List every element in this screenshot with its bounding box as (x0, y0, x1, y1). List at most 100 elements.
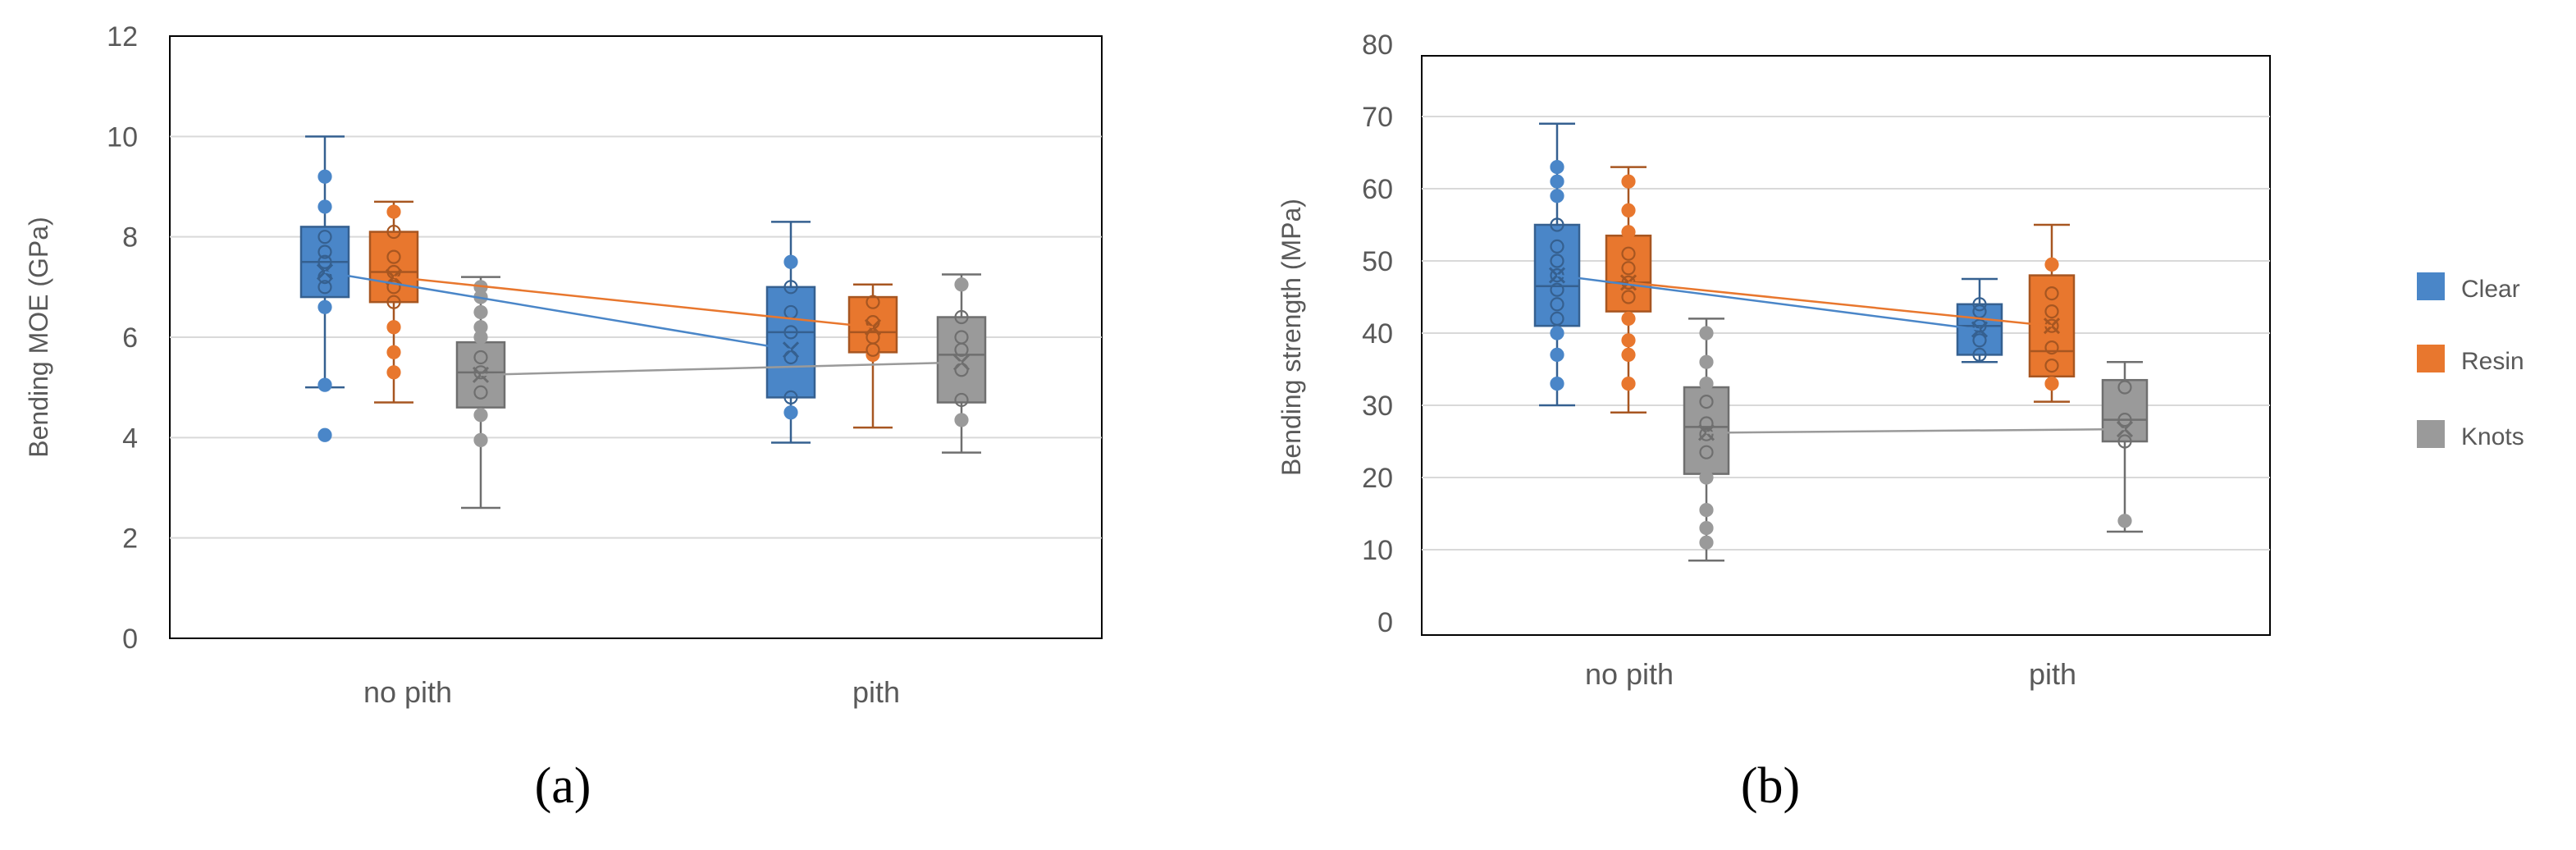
data-point (1550, 282, 1564, 297)
y-tick-label-20: 20 (1362, 463, 1393, 494)
mean-line-resin (393, 276, 874, 329)
data-point (1699, 520, 1714, 536)
box-knots-pith (2101, 360, 2149, 533)
data-point (473, 350, 488, 365)
data-point (783, 254, 798, 269)
data-point (1699, 470, 1714, 485)
data-point (954, 309, 969, 325)
data-point (386, 280, 401, 295)
data-point (2044, 286, 2059, 301)
data-point (954, 330, 969, 345)
panel-b-label: (b) (1741, 758, 1800, 814)
legend-label-clear: Clear (2461, 276, 2520, 303)
data-point (1699, 354, 1714, 369)
legend-swatch-clear (2417, 272, 2445, 300)
data-point (1972, 333, 1987, 348)
data-point (2044, 377, 2059, 391)
data-point (1550, 189, 1564, 203)
panel-a-y-axis-title: Bending MOE (GPa) (24, 217, 53, 457)
data-point (1621, 261, 1636, 276)
data-point (1699, 326, 1714, 340)
box-iqr (936, 316, 987, 404)
panel-a-mean-lines (324, 271, 962, 377)
data-point (1550, 239, 1564, 254)
data-point (386, 295, 401, 309)
data-point (783, 280, 798, 295)
y-tick-label-40: 40 (1362, 318, 1393, 350)
mean-line-resin (1628, 281, 2053, 327)
panel-b-mean-lines (1556, 274, 2126, 434)
data-point (954, 413, 969, 427)
box-resin-no-pith (1605, 166, 1652, 414)
y-tick-label-2: 2 (122, 523, 138, 555)
data-point (954, 392, 969, 408)
data-point (1699, 416, 1714, 431)
y-tick-label-10: 10 (1362, 535, 1393, 566)
data-point (317, 199, 332, 214)
data-point (1621, 333, 1636, 348)
data-point (473, 408, 488, 423)
data-point (783, 405, 798, 420)
y-tick-label-70: 70 (1362, 102, 1393, 133)
data-point (473, 304, 488, 320)
data-point (473, 432, 488, 447)
data-point (386, 204, 401, 219)
y-tick-label-50: 50 (1362, 246, 1393, 277)
data-point (1699, 445, 1714, 459)
data-point (866, 330, 880, 345)
data-point (783, 325, 798, 340)
data-point (1699, 502, 1714, 518)
data-point (317, 254, 332, 269)
data-point (1621, 174, 1636, 189)
panel-b-y-axis-title: Bending strength (MPa) (1277, 199, 1306, 476)
data-point (386, 320, 401, 335)
data-point (473, 385, 488, 400)
box-resin-pith (847, 283, 898, 429)
data-point (386, 249, 401, 264)
data-point (386, 224, 401, 240)
panel-b-category-pith: pith (2029, 657, 2076, 691)
mean-line-knots (480, 361, 962, 377)
panel-a-box-series (299, 135, 987, 510)
panel-b-plot-frame (1421, 55, 2271, 636)
data-point (473, 365, 488, 380)
panel-a-moe-chart: 0 2 4 6 8 10 12 Bending MOE (GPa) no pith pith… (24, 21, 1103, 814)
mean-line-clear (324, 271, 792, 351)
data-point (1550, 217, 1564, 232)
legend: Clear Resin Knots (2417, 272, 2524, 450)
data-point (2044, 340, 2059, 355)
panel-a-category-no-pith: no pith (363, 675, 452, 709)
data-point (1699, 535, 1714, 550)
data-point (954, 277, 969, 292)
data-point (2117, 434, 2132, 449)
data-point (2044, 257, 2059, 272)
y-tick-label-8: 8 (122, 222, 138, 254)
data-point (1550, 311, 1564, 326)
panel-b-y-tick-labels: 0 10 20 30 40 50 60 70 80 (1362, 30, 1393, 638)
data-point (1550, 174, 1564, 189)
panel-b-box-series (1533, 122, 2149, 562)
legend-swatch-knots (2417, 420, 2445, 448)
data-point (2044, 304, 2059, 319)
box-knots-pith (936, 273, 987, 454)
data-point (1972, 347, 1987, 362)
data-point (866, 347, 880, 363)
data-point (1699, 395, 1714, 409)
data-point (1699, 377, 1714, 391)
box-clear-pith (765, 221, 816, 444)
panel-b-strength-chart: 0 10 20 30 40 50 60 70 80 Bending strength (MPa)… (1277, 30, 2271, 814)
y-tick-label-80: 80 (1362, 30, 1393, 61)
mean-line-clear (1556, 274, 1980, 331)
data-point (1621, 347, 1636, 362)
data-point (1621, 311, 1636, 326)
data-point (2044, 359, 2059, 373)
data-point (1550, 326, 1564, 340)
box-iqr (2101, 378, 2149, 443)
panel-a-y-tick-labels: 0 2 4 6 8 10 12 (107, 21, 138, 655)
box-iqr (1683, 386, 1730, 475)
data-point (386, 345, 401, 359)
y-tick-label-6: 6 (122, 322, 138, 354)
data-point (317, 427, 332, 442)
data-point (317, 230, 332, 244)
